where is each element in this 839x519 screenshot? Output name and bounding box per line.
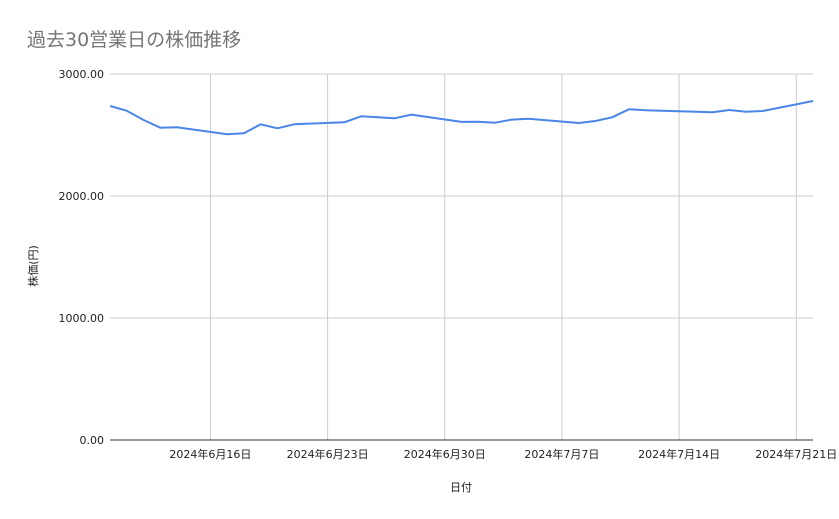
chart-title: 過去30営業日の株価推移 [27,29,241,51]
y-tick-label: 3000.00 [59,68,105,81]
x-axis-label: 日付 [450,481,472,494]
y-tick-label: 0.00 [80,434,105,447]
x-tick-label: 2024年7月14日 [638,447,720,461]
y-axis: 0.00 1000.00 2000.00 3000.00 [59,68,105,447]
x-tick-label: 2024年7月7日 [524,447,599,461]
y-tick-label: 2000.00 [59,190,105,203]
x-tick-label: 2024年6月16日 [169,447,251,461]
x-tick-label: 2024年6月23日 [287,447,369,461]
x-tick-label: 2024年6月30日 [404,447,486,461]
x-axis: 2024年6月16日 2024年6月23日 2024年6月30日 2024年7月7日 2… [169,447,837,461]
y-axis-label: 株価(円) [26,245,40,287]
series [109,100,814,136]
grid [110,73,813,441]
series-line [109,100,814,136]
y-tick-label: 1000.00 [59,312,105,325]
x-tick-label: 2024年7月21日 [755,447,837,461]
